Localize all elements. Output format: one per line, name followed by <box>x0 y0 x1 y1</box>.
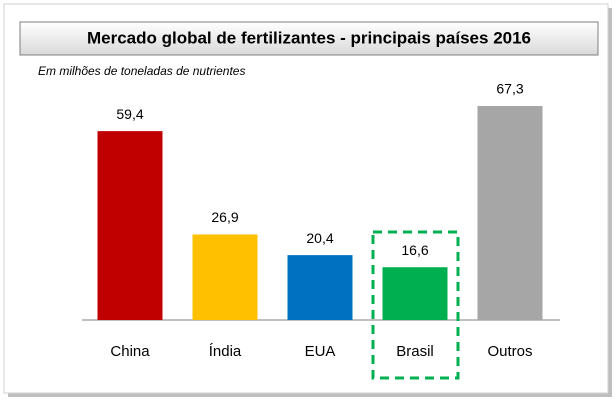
bar <box>97 131 163 320</box>
bar <box>477 106 543 320</box>
bar <box>287 255 353 320</box>
x-tick-label: Brasil <box>396 343 434 360</box>
value-label: 26,9 <box>211 209 238 225</box>
value-label: 20,4 <box>306 230 333 246</box>
x-tick-label: EUA <box>305 343 336 360</box>
x-tick-label: Outros <box>487 343 532 360</box>
bar <box>192 234 258 320</box>
highlight-box <box>371 230 460 380</box>
x-tick-label: Índia <box>209 343 242 360</box>
title-box <box>19 21 599 56</box>
value-label: 67,3 <box>496 81 523 97</box>
bar <box>382 267 448 320</box>
value-label: 59,4 <box>116 106 143 122</box>
chart-subtitle: Em milhões de toneladas de nutrientes <box>38 64 245 78</box>
chart-title: Mercado global de fertilizantes - princi… <box>87 28 531 47</box>
x-tick-label: China <box>110 343 150 360</box>
value-label: 16,6 <box>401 242 428 258</box>
